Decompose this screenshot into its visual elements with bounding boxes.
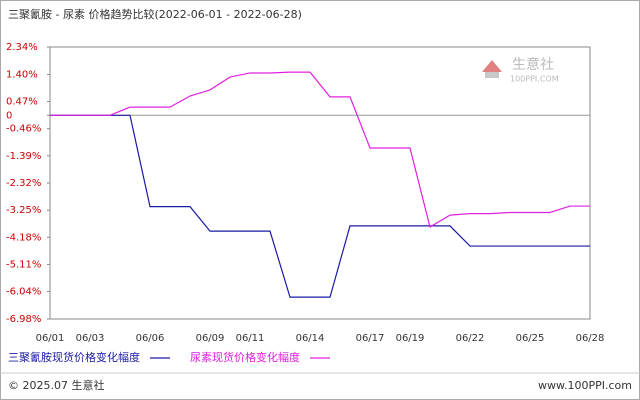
x-tick-label: 06/22 bbox=[456, 333, 485, 344]
legend-label: 三聚氰胺现货价格变化幅度 bbox=[8, 350, 140, 364]
x-tick-label: 06/01 bbox=[36, 333, 65, 344]
x-tick-label: 06/14 bbox=[296, 333, 325, 344]
x-tick-label: 06/06 bbox=[136, 333, 165, 344]
series-line bbox=[50, 71, 590, 228]
y-tick-label: -6.04% bbox=[6, 287, 41, 298]
x-tick-label: 06/09 bbox=[196, 333, 225, 344]
y-tick-label: 0.47% bbox=[6, 97, 38, 108]
legend-label: 尿素现货价格变化幅度 bbox=[190, 350, 300, 364]
y-tick-label: 2.34% bbox=[6, 42, 38, 53]
watermark-icon bbox=[482, 60, 502, 72]
series-line bbox=[50, 114, 590, 298]
x-tick-label: 06/25 bbox=[516, 333, 545, 344]
x-tick-label: 06/03 bbox=[76, 333, 105, 344]
x-tick-label: 06/17 bbox=[356, 333, 385, 344]
watermark: 生意社 100PPI.COM bbox=[482, 56, 559, 84]
y-tick-label: -4.18% bbox=[6, 232, 41, 243]
y-tick-label: -3.25% bbox=[6, 205, 41, 216]
watermark-site: 100PPI.COM bbox=[510, 75, 559, 84]
y-tick-label: 0 bbox=[6, 110, 12, 121]
x-tick-label: 06/11 bbox=[236, 333, 265, 344]
y-tick-label: 1.40% bbox=[6, 69, 38, 80]
y-tick-label: -2.32% bbox=[6, 178, 41, 189]
x-tick-label: 06/19 bbox=[396, 333, 425, 344]
watermark-icon bbox=[485, 72, 499, 78]
chart-title: 三聚氰胺 - 尿素 价格趋势比较(2022-06-01 - 2022-06-28… bbox=[8, 7, 302, 21]
y-tick-label: -6.98% bbox=[6, 314, 41, 325]
y-tick-label: -0.46% bbox=[6, 124, 41, 135]
footer-copyright: © 2025.07 生意社 bbox=[8, 378, 104, 392]
y-tick-label: -1.39% bbox=[6, 151, 41, 162]
x-tick-label: 06/28 bbox=[576, 333, 605, 344]
y-tick-label: -5.11% bbox=[6, 259, 41, 270]
watermark-name: 生意社 bbox=[512, 56, 554, 73]
footer-site: www.100PPI.com bbox=[538, 379, 632, 392]
